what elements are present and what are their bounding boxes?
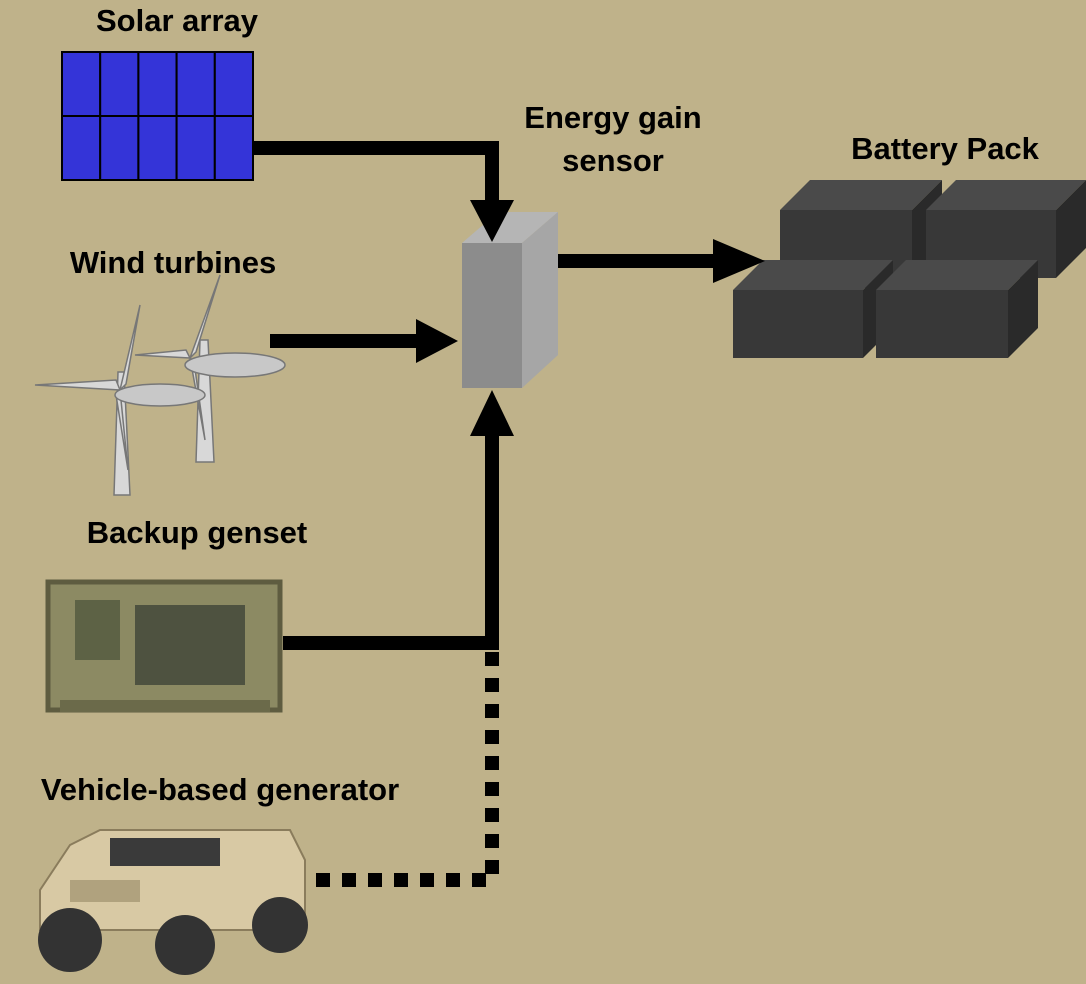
genset: [48, 582, 280, 712]
solar-label: Solar array: [96, 3, 259, 38]
solar-panel: [62, 52, 253, 180]
wind-label: Wind turbines: [70, 245, 276, 280]
sensor-label: sensor: [562, 143, 664, 178]
battery-pack: [733, 180, 1086, 358]
page: Solar array Energy gain sensor Battery P…: [0, 0, 1086, 984]
diagram: Solar array Energy gain sensor Battery P…: [0, 0, 1086, 984]
genset-label: Backup genset: [87, 515, 308, 550]
battery-label: Battery Pack: [851, 131, 1040, 166]
vehicle-label: Vehicle-based generator: [41, 772, 399, 807]
sensor-box: [462, 212, 558, 388]
sensor-label: Energy gain: [524, 100, 701, 135]
